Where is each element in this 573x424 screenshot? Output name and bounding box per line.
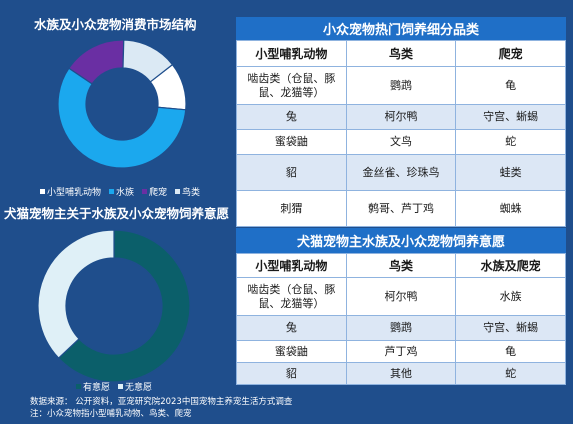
donut2-slice-1 [37,229,115,359]
chart1-legend: 小型哺乳动物 水族 爬宠 鸟类 [40,185,200,198]
table1-row: 兔柯尔鸭 守宫、蜥蜴 [236,104,566,130]
table1-cell: 貂 [236,154,347,191]
donut1-slice-3 [122,39,174,83]
table2-cell: 蜜袋鼬 [236,340,347,363]
donut1-slice-1 [57,67,187,169]
table1-cell: 鹦鹉 [345,66,457,105]
table1-cell: 蛇 [455,129,566,155]
table2-row: 兔鹦鹉 守宫、蜥蜴 [236,315,566,341]
legend1-item-0: 小型哺乳动物 [40,185,101,198]
table1-header-1: 鸟类 [345,40,457,67]
table2-header-2: 水族及爬宠 [455,253,566,278]
chart2-donut [37,229,191,383]
donut2-slice-0 [57,229,191,383]
table1-title: 小众宠物热门饲养细分品类 [236,17,566,40]
footer-note: 注：小众宠物指小型哺乳动物、鸟类、爬宠 [30,409,192,419]
table1-cell: 龟 [455,66,566,105]
table2-header-1: 鸟类 [345,253,457,278]
table2-row: 蜜袋鼬 芦丁鸡龟 [236,340,566,363]
table1-cell: 鹩哥、芦丁鸡 [345,190,457,227]
table2-cell: 兔 [236,315,347,341]
footer-source: 数据来源： 公开资料，亚宠研究院2023中国宠物主养宠生活方式调查 [30,397,293,407]
legend1-label-0: 小型哺乳动物 [47,188,102,198]
chart1-title: 水族及小众宠物消费市场结构 [34,17,197,32]
legend2-swatch-1 [118,384,124,389]
table1-row: 刺猬 鹩哥、芦丁鸡 蜘蛛 [236,190,566,227]
table1-row: 蜜袋鼬 文鸟蛇 [236,129,566,155]
table1-cell: 文鸟 [345,129,457,155]
table1-cell: 蜜袋鼬 [236,129,347,155]
table1-row: 貂金丝雀、珍珠鸟 蛙类 [236,154,566,191]
table2-row: 啮齿类（仓鼠、豚鼠、龙猫等） 柯尔鸭 水族 [236,277,566,316]
legend1-label-2: 爬宠 [149,188,168,198]
table2-cell: 龟 [455,340,566,363]
table2-cell: 其他 [345,362,457,385]
table1-cell: 刺猬 [236,190,347,227]
table2-row: 貂其他蛇 [236,362,566,385]
table1-header-0: 小型哺乳动物 [236,40,347,67]
table1-grid: 小型哺乳动物 鸟类 爬宠 啮齿类（仓鼠、豚鼠、龙猫等） 鹦鹉龟兔柯尔鸭 守宫、蜥蜴 蜜袋鼬文… [236,40,566,227]
table1: 小众宠物热门饲养细分品类 小型哺乳动物 鸟类 爬宠 啮齿类（仓鼠、豚鼠、龙猫等） 鹦鹉龟… [236,17,566,227]
legend1-label-1: 水族 [116,188,135,198]
table2-cell: 柯尔鸭 [345,277,457,316]
table2-grid: 小型哺乳动物 鸟类 水族及爬宠 啮齿类（仓鼠、豚鼠、龙猫等） 柯尔鸭 水族兔鹦鹉 守宫、蜥蜴… [236,253,566,385]
table2-title: 犬猫宠物主水族及小众宠物饲养意愿 [236,228,566,253]
legend2-swatch-0 [76,384,81,389]
table2: 犬猫宠物主水族及小众宠物饲养意愿 小型哺乳动物 鸟类 水族及爬宠 啮齿类（仓鼠、豚鼠、… [236,228,566,385]
legend1-item-2: 爬宠 [142,185,167,198]
legend2-item-1: 无意愿 [118,380,152,393]
table2-cell: 水族 [455,277,566,316]
table2-cell: 蛇 [455,362,566,385]
legend2-label-1: 无意愿 [125,383,153,393]
legend1-swatch-0 [40,189,45,194]
legend1-swatch-3 [175,189,181,194]
legend1-item-1: 水族 [109,185,134,198]
table1-cell: 啮齿类（仓鼠、豚鼠、龙猫等） [236,66,347,105]
table2-header-0: 小型哺乳动物 [236,253,347,278]
legend1-label-3: 鸟类 [182,188,201,198]
table2-cell: 啮齿类（仓鼠、豚鼠、龙猫等） [236,277,347,316]
table1-header-2: 爬宠 [455,40,566,67]
legend1-swatch-2 [142,189,148,194]
table1-cell: 蜘蛛 [455,190,566,227]
table2-cell: 鹦鹉 [345,315,457,341]
table2-cell: 守宫、蜥蜴 [455,315,566,341]
chart2-title: 犬猫宠物主关于水族及小众宠物饲养意愿 [4,206,230,221]
legend2-label-0: 有意愿 [83,383,111,393]
legend2-item-0: 有意愿 [76,380,110,393]
chart2-legend: 有意愿 无意愿 [76,380,152,393]
legend1-item-3: 鸟类 [175,185,200,198]
table1-cell: 金丝雀、珍珠鸟 [345,154,457,191]
table1-cell: 蛙类 [455,154,566,191]
table1-cell: 柯尔鸭 [345,104,457,130]
chart1-donut [57,39,187,169]
legend1-swatch-1 [109,189,115,194]
table1-row: 啮齿类（仓鼠、豚鼠、龙猫等） 鹦鹉龟 [236,66,566,105]
table2-cell: 貂 [236,362,347,385]
table1-cell: 兔 [236,104,347,130]
table1-cell: 守宫、蜥蜴 [455,104,566,130]
table2-cell: 芦丁鸡 [345,340,457,363]
